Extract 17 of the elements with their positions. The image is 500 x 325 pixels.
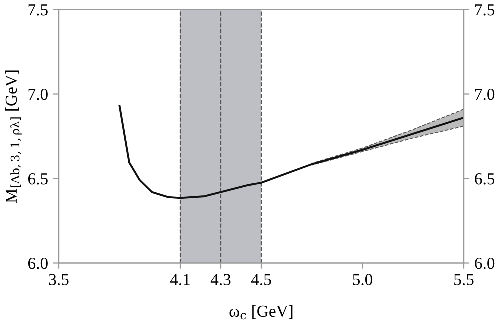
- x-tick-label: 4.1: [170, 274, 190, 286]
- x-tick-label: 3.5: [49, 274, 69, 286]
- y2-tick-label: 7.0: [476, 88, 495, 100]
- line-series: [118, 105, 464, 200]
- x-tick-label: 5.0: [353, 274, 373, 286]
- x-tick-label: 4.5: [251, 274, 272, 286]
- y-tick-label: 6.0: [28, 258, 48, 270]
- y2-tick-label: 6.5: [475, 173, 495, 185]
- y-tick-label: 7.5: [28, 4, 48, 16]
- y2-tick-label: 6.0: [475, 258, 495, 270]
- x-axis-title: ω$_{c}$ [GeV]: [230, 305, 293, 320]
- x-tick-label: 5.5: [454, 274, 474, 286]
- x-tick-label: 4.3: [210, 274, 231, 286]
- y-tick-label: 6.5: [28, 173, 48, 185]
- y2-tick-label: 7.5: [476, 4, 495, 16]
- y-tick-label: 7.0: [28, 88, 48, 100]
- y-axis-title: M$_{[Λb,3,1,ρλ]}$ [GeV]: [5, 70, 22, 204]
